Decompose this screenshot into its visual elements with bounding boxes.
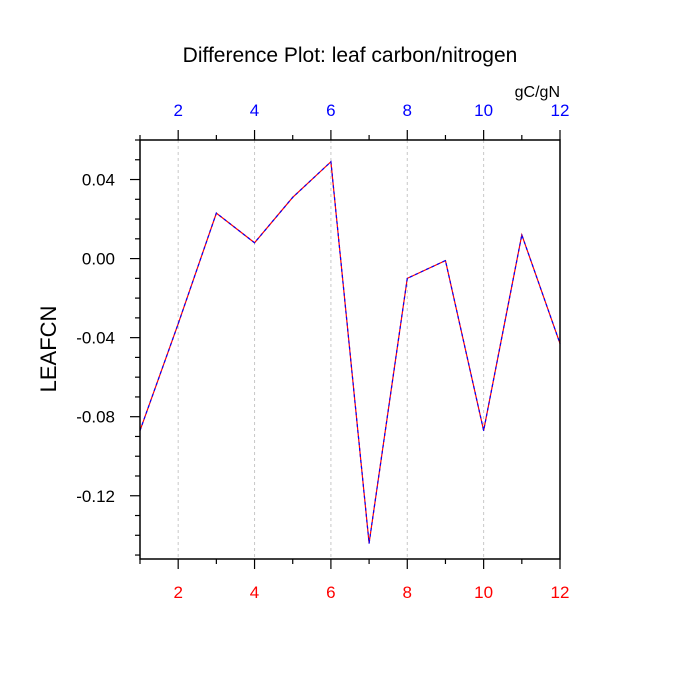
y-tick-label: 0.04 — [82, 171, 115, 190]
y-tick-label: -0.08 — [76, 408, 115, 427]
series-line-base — [139, 160, 561, 544]
x-tick-label-top: 4 — [250, 101, 259, 120]
series-line-dashed — [139, 160, 561, 544]
data-point-11 — [521, 234, 523, 236]
x-tick-label-bottom: 10 — [474, 583, 493, 602]
x-tick-label-top: 8 — [403, 101, 412, 120]
y-tick-label: -0.12 — [76, 487, 115, 506]
x-tick-label-bottom: 2 — [173, 583, 182, 602]
data-point-5 — [292, 196, 294, 198]
x-tick-label-bottom: 8 — [403, 583, 412, 602]
x-tick-label-bottom: 12 — [551, 583, 570, 602]
chart-title: Difference Plot: leaf carbon/nitrogen — [183, 44, 518, 67]
data-point-9 — [444, 259, 447, 262]
data-point-3 — [215, 212, 217, 214]
x-tick-label-bottom: 6 — [326, 583, 335, 602]
data-point-2 — [177, 323, 179, 325]
data-point-10 — [483, 429, 485, 432]
plot-frame — [139, 139, 561, 560]
data-point-6 — [330, 161, 332, 163]
x-tick-label-top: 10 — [474, 101, 493, 120]
ticks — [130, 130, 561, 569]
x-tick-label-top: 6 — [326, 101, 335, 120]
y-axis-label: LEAFCN — [36, 306, 61, 393]
data-point-7 — [368, 542, 370, 544]
x-tick-label-bottom: 4 — [250, 583, 259, 602]
x-tick-label-top: 2 — [173, 101, 182, 120]
tick-labels: 2 2 4 4 6 6 8 8 10 10 12 12 0.04 0.00 -0.04 -0.08 -0.12 — [76, 101, 569, 602]
units-label: gC/gN — [515, 84, 560, 101]
series — [139, 160, 561, 544]
data-point-4 — [253, 242, 256, 244]
y-tick-label: -0.04 — [76, 329, 115, 348]
y-tick-label: 0.00 — [82, 250, 115, 269]
x-tick-label-top: 12 — [551, 101, 570, 120]
grid — [177, 140, 485, 559]
data-point-8 — [406, 277, 408, 279]
